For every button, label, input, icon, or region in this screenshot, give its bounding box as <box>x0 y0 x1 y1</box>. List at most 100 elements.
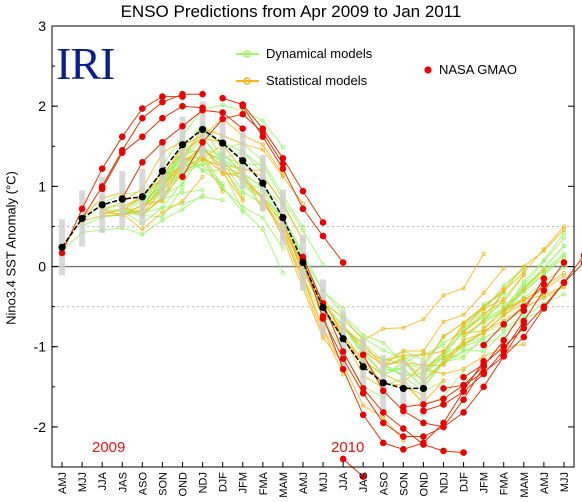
nasa-gmao-point <box>460 449 467 456</box>
nasa-gmao-point <box>520 303 528 310</box>
dynamical-model-point <box>180 201 185 206</box>
statistical-model-line <box>242 178 344 364</box>
dynamical-model-point <box>160 205 165 210</box>
nasa-gmao-point <box>460 409 467 416</box>
nasa-gmao-point <box>159 114 166 122</box>
nasa-gmao-point <box>259 133 267 140</box>
nasa-gmao-point <box>339 348 347 355</box>
observed-point <box>58 243 66 251</box>
legend-dynamical-marker <box>243 50 251 58</box>
legend-nasa-gmao-marker <box>424 66 432 74</box>
x-tick-label: SON <box>157 472 169 496</box>
nasa-gmao-point <box>339 365 347 373</box>
nasa-gmao-line <box>403 278 545 408</box>
dynamical-model-point <box>561 292 566 297</box>
nasa-gmao-point <box>139 159 146 166</box>
statistical-model-point <box>481 319 486 324</box>
statistical-model-point <box>280 174 285 179</box>
dynamical-model-point <box>180 207 185 212</box>
statistical-model-point <box>401 325 406 330</box>
nasa-gmao-point <box>159 138 166 146</box>
nasa-gmao-point <box>480 383 487 391</box>
dynamical-model-point <box>260 118 265 123</box>
legend-label-statistical: Statistical models <box>266 73 368 88</box>
x-tick-label: AMJ <box>539 472 551 494</box>
statistical-model-point <box>300 201 305 206</box>
y-tick-label: -1 <box>34 339 47 355</box>
observed-point <box>259 179 267 187</box>
dynamical-model-line <box>122 181 183 215</box>
year-label-2009: 2009 <box>92 439 126 456</box>
statistical-model-point <box>541 268 546 273</box>
dynamical-model-point <box>561 236 566 241</box>
observed-point <box>299 258 307 267</box>
statistical-model-point <box>521 342 526 347</box>
nasa-gmao-point <box>500 343 508 351</box>
dynamical-model-point <box>481 334 486 339</box>
statistical-model-point <box>501 297 506 302</box>
y-axis-label: Nino3.4 SST Anomaly (°C) <box>3 171 19 325</box>
statistical-model-point <box>461 286 466 291</box>
dynamical-model-point <box>561 244 566 249</box>
nasa-gmao-line <box>302 258 485 437</box>
observed-point <box>118 195 126 203</box>
axes-group: -2 -1 0 1 2 3 AMJ MJJ JJA JAS ASO SON OND NDJ DJF JFM FM… <box>34 18 575 498</box>
nasa-gmao-point <box>520 317 528 325</box>
dynamical-model-line <box>503 237 565 308</box>
statistical-model-point <box>541 248 546 253</box>
dynamical-model-point <box>541 259 546 264</box>
nasa-gmao-point <box>199 138 206 146</box>
dynamical-model-point <box>541 266 546 271</box>
statistical-model-point <box>461 366 466 371</box>
nasa-gmao-point <box>279 165 287 173</box>
nasa-gmao-line <box>423 262 565 412</box>
observed-point <box>339 335 347 343</box>
statistical-model-point <box>441 349 446 354</box>
nasa-gmao-point <box>520 333 528 341</box>
nasa-gmao-point <box>540 287 548 294</box>
nasa-gmao-line <box>222 97 324 223</box>
dynamical-model-point <box>381 340 386 345</box>
observed-point <box>138 193 146 201</box>
nasa-gmao-point <box>179 90 186 98</box>
legend-label-dynamical: Dynamical models <box>266 46 373 61</box>
nasa-gmao-point <box>420 419 427 427</box>
statistical-model-line <box>81 167 183 222</box>
dynamical-model-point <box>381 348 386 353</box>
statistical-model-point <box>421 352 426 357</box>
statistical-model-point <box>441 293 446 298</box>
dynamical-model-point <box>521 283 526 288</box>
statistical-model-point <box>521 270 526 275</box>
nasa-gmao-point <box>540 303 548 310</box>
statistical-model-point <box>321 335 326 340</box>
statistical-model-point <box>140 227 145 232</box>
statistical-model-point <box>160 199 165 204</box>
nasa-gmao-point <box>400 425 407 432</box>
nasa-gmao-line <box>342 458 364 477</box>
nasa-gmao-point <box>359 389 367 397</box>
statistical-model-point <box>421 349 426 354</box>
nasa-gmao-point <box>118 133 126 140</box>
observed-point <box>219 139 227 147</box>
statistical-model-point <box>441 371 446 376</box>
y-tick-label: 3 <box>38 18 46 34</box>
nasa-gmao-point <box>219 109 226 116</box>
statistical-model-point <box>521 297 526 302</box>
nasa-gmao-point <box>359 411 367 419</box>
x-tick-label: OND <box>178 472 190 497</box>
dynamical-model-point <box>200 162 205 167</box>
statistical-model-point <box>381 326 386 331</box>
nasa-gmao-point <box>460 373 467 381</box>
dynamical-model-point <box>561 251 566 256</box>
nasa-gmao-point <box>139 133 146 140</box>
observed-point <box>359 363 367 371</box>
nasa-gmao-point <box>379 439 387 447</box>
nasa-gmao-point <box>118 149 126 156</box>
y-tick-label: -2 <box>34 419 47 435</box>
statistical-model-point <box>501 287 506 292</box>
nasa-gmao-point <box>98 165 106 173</box>
dynamical-model-point <box>561 253 566 258</box>
statistical-model-point <box>481 251 486 256</box>
statistical-model-point <box>561 227 566 232</box>
dynamical-model-point <box>280 145 285 150</box>
